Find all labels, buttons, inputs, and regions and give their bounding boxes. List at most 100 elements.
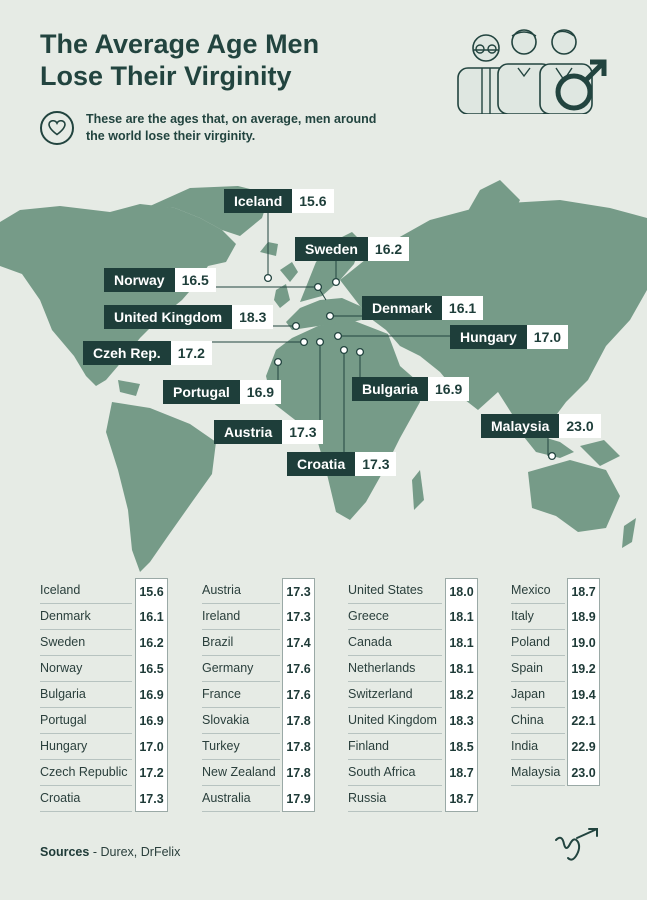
row-age: 19.2 <box>567 656 600 682</box>
row-age: 17.8 <box>282 734 315 760</box>
row-divider <box>40 811 132 812</box>
row-age: 17.9 <box>282 786 315 812</box>
row-divider <box>40 733 132 734</box>
row-divider <box>202 733 280 734</box>
row-divider <box>202 707 280 708</box>
row-country: India <box>511 739 539 753</box>
row-age: 18.1 <box>445 630 478 656</box>
men-illustration <box>457 29 607 114</box>
row-country: Turkey <box>202 739 240 753</box>
row-country: Greece <box>348 609 389 623</box>
row-divider <box>511 629 565 630</box>
row-age: 22.1 <box>567 708 600 734</box>
row-age: 16.9 <box>135 708 168 734</box>
row-age: 22.9 <box>567 734 600 760</box>
row-divider <box>348 707 442 708</box>
row-divider <box>511 655 565 656</box>
row-divider <box>202 603 280 604</box>
map-label-portugal: Portugal 16.9 <box>163 380 282 404</box>
row-divider <box>511 707 565 708</box>
page-title: The Average Age Men Lose Their Virginity <box>40 29 320 91</box>
row-divider <box>40 655 132 656</box>
row-country: France <box>202 687 241 701</box>
row-divider <box>40 759 132 760</box>
row-age: 17.0 <box>135 734 168 760</box>
row-age: 17.6 <box>282 656 315 682</box>
row-age: 16.2 <box>135 630 168 656</box>
row-age: 18.7 <box>567 578 600 604</box>
row-age: 16.9 <box>135 682 168 708</box>
row-country: Bulgaria <box>40 687 86 701</box>
row-divider <box>40 785 132 786</box>
row-country: Norway <box>40 661 83 675</box>
row-divider <box>40 707 132 708</box>
row-age: 17.3 <box>282 604 315 630</box>
brand-logo <box>555 828 598 861</box>
row-age: 16.1 <box>135 604 168 630</box>
row-age: 15.6 <box>135 578 168 604</box>
row-country: Portugal <box>40 713 87 727</box>
row-country: Brazil <box>202 635 234 649</box>
sources-text: - Durex, DrFelix <box>92 845 181 859</box>
row-divider <box>202 681 280 682</box>
row-divider <box>202 811 280 812</box>
row-age: 16.5 <box>135 656 168 682</box>
row-age: 23.0 <box>567 760 600 786</box>
row-divider <box>348 811 442 812</box>
row-divider <box>348 785 442 786</box>
row-country: Slovakia <box>202 713 250 727</box>
row-country: Ireland <box>202 609 241 623</box>
row-divider <box>202 785 280 786</box>
map-label-hungary: Hungary 17.0 <box>450 325 569 349</box>
row-divider <box>348 681 442 682</box>
map-label-sweden: Sweden 16.2 <box>295 237 410 261</box>
row-age: 17.4 <box>282 630 315 656</box>
row-divider <box>348 629 442 630</box>
row-divider <box>40 629 132 630</box>
row-divider <box>348 733 442 734</box>
row-country: Poland <box>511 635 550 649</box>
row-country: Switzerland <box>348 687 413 701</box>
row-divider <box>202 629 280 630</box>
sources-label: Sources <box>40 845 90 859</box>
row-country: Netherlands <box>348 661 416 675</box>
row-age: 18.1 <box>445 656 478 682</box>
row-age: 17.8 <box>282 708 315 734</box>
map-label-malaysia: Malaysia 23.0 <box>481 414 601 438</box>
row-divider <box>511 785 565 786</box>
row-country: Italy <box>511 609 534 623</box>
row-age: 17.8 <box>282 760 315 786</box>
row-country: Austria <box>202 583 241 597</box>
row-country: Croatia <box>40 791 81 805</box>
row-country: Malaysia <box>511 765 561 779</box>
row-country: Mexico <box>511 583 551 597</box>
row-age: 17.6 <box>282 682 315 708</box>
row-country: Japan <box>511 687 546 701</box>
row-age: 18.1 <box>445 604 478 630</box>
row-age: 17.2 <box>135 760 168 786</box>
row-country: Spain <box>511 661 543 675</box>
map-label-czech-rep: Czeh Rep. 17.2 <box>83 341 212 365</box>
row-divider <box>511 603 565 604</box>
row-divider <box>511 681 565 682</box>
heart-icon <box>40 111 74 145</box>
row-divider <box>202 759 280 760</box>
row-country: Iceland <box>40 583 81 597</box>
row-divider <box>40 681 132 682</box>
row-age: 19.4 <box>567 682 600 708</box>
row-country: United Kingdom <box>348 713 437 727</box>
row-divider <box>348 759 442 760</box>
row-age: 19.0 <box>567 630 600 656</box>
row-country: Czech Republic <box>40 765 128 779</box>
row-age: 17.3 <box>135 786 168 812</box>
row-country: Hungary <box>40 739 88 753</box>
row-divider <box>511 759 565 760</box>
row-country: Russia <box>348 791 387 805</box>
row-age: 18.9 <box>567 604 600 630</box>
row-country: New Zealand <box>202 765 276 779</box>
row-country: South Africa <box>348 765 416 779</box>
male-symbol-icon <box>555 59 607 111</box>
row-age: 18.3 <box>445 708 478 734</box>
row-divider <box>348 603 442 604</box>
